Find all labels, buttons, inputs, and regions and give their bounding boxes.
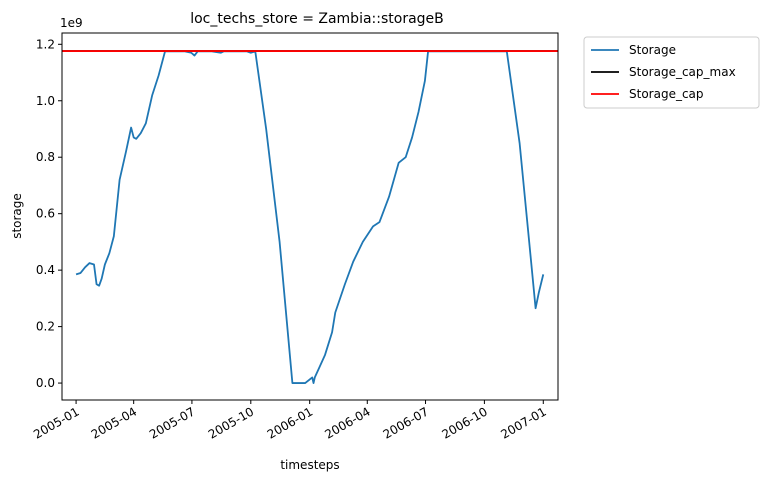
plot-area <box>62 50 558 384</box>
x-tick-label: 2006-04 <box>322 404 372 441</box>
y-tick-label: 0.2 <box>36 320 55 334</box>
chart-title: loc_techs_store = Zambia::storageB <box>190 11 444 27</box>
legend-label: Storage <box>629 43 676 57</box>
legend-label: Storage_cap <box>629 87 704 101</box>
x-tick-label: 2005-01 <box>31 404 81 441</box>
y-tick-label: 1.2 <box>36 37 55 51</box>
x-axis-label: timesteps <box>280 458 339 472</box>
y-axis: 0.0 0.2 0.4 0.6 0.8 1.0 1.2 <box>36 37 62 390</box>
y-tick-label: 1.0 <box>36 94 55 108</box>
legend: Storage Storage_cap_max Storage_cap <box>583 36 760 109</box>
plot-frame <box>61 32 559 401</box>
legend-frame <box>583 36 760 109</box>
x-axis: 2005-01 2005-04 2005-07 2005-10 2006-01 2006-… <box>31 400 549 442</box>
y-tick-label: 0.8 <box>36 150 55 164</box>
x-tick-label: 2005-04 <box>89 404 139 441</box>
y-tick-label: 0.4 <box>36 263 55 277</box>
x-tick-label: 2006-01 <box>265 404 315 441</box>
legend-label: Storage_cap_max <box>629 65 736 79</box>
y-axis-label: storage <box>10 193 24 239</box>
y-tick-label: 0.0 <box>36 376 55 390</box>
y-offset-label: 1e9 <box>60 16 83 30</box>
x-tick-label: 2006-10 <box>439 404 489 441</box>
y-tick-label: 0.6 <box>36 207 55 221</box>
x-tick-label: 2005-07 <box>147 404 197 441</box>
x-tick-label: 2006-07 <box>381 404 431 441</box>
series-line-storage <box>75 50 545 384</box>
x-tick-label: 2007-01 <box>498 404 548 441</box>
x-tick-label: 2005-10 <box>206 404 256 441</box>
